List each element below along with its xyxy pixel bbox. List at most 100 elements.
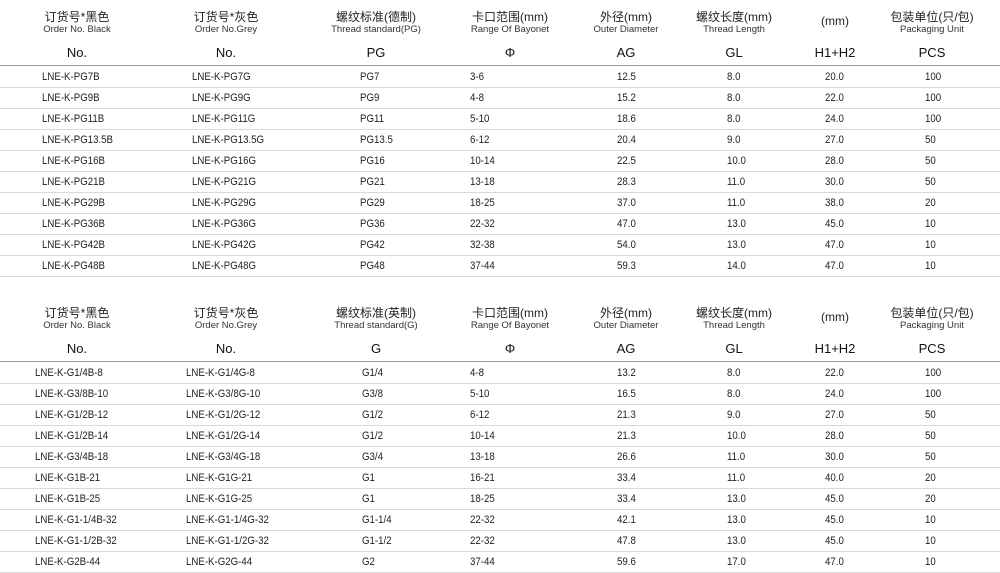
cell: LNE-K-G3/4B-18: [35, 451, 109, 463]
header-code: GL: [725, 45, 743, 60]
cell: PG16: [360, 155, 385, 167]
cell: 100: [925, 388, 942, 400]
header-code: No.: [66, 341, 88, 356]
header-zh: 螺纹长度(mm): [696, 306, 772, 320]
header-code: PCS: [918, 341, 946, 356]
cell: LNE-K-G1G-25: [186, 493, 253, 505]
cell: LNE-K-PG7B: [42, 71, 100, 83]
header-zh: 订货号*灰色: [193, 306, 259, 320]
cell: LNE-K-G1/2G-14: [186, 430, 261, 442]
cell: LNE-K-PG36G: [192, 218, 257, 230]
cell: 8.0: [727, 71, 741, 83]
cell: 37-44: [470, 260, 495, 272]
cell: 50: [925, 451, 936, 463]
header-en: Thread standard(PG): [331, 24, 421, 35]
cell: 27.0: [825, 409, 844, 421]
cell: 13.0: [727, 239, 746, 251]
header-zh: 螺纹长度(mm): [696, 10, 772, 24]
cell: 50: [925, 134, 936, 146]
cell: LNE-K-G2B-44: [35, 556, 101, 568]
cell: 10-14: [470, 430, 495, 442]
cell: LNE-K-PG42G: [192, 239, 257, 251]
cell: LNE-K-PG16B: [42, 155, 105, 167]
header-en: Range Of Bayonet: [470, 24, 550, 35]
cell: 38.0: [825, 197, 844, 209]
cell: 10.0: [727, 155, 746, 167]
cell: PG42: [360, 239, 385, 251]
cell: 22-32: [470, 535, 495, 547]
header-code: H1+H2: [814, 45, 856, 60]
header-en: Outer Diameter: [593, 24, 659, 35]
cell: 22.5: [617, 155, 636, 167]
row-divider: [0, 150, 1000, 151]
cell: 13-18: [470, 176, 495, 188]
cell: 10.0: [727, 430, 746, 442]
header-en: Order No.Grey: [194, 24, 258, 35]
cell: G1/4: [362, 367, 383, 379]
row-divider: [0, 383, 1000, 384]
cell: 59.3: [617, 260, 636, 272]
row-divider: [0, 404, 1000, 405]
cell: 27.0: [825, 134, 844, 146]
header-code: PCS: [918, 45, 946, 60]
header-code: No.: [215, 45, 237, 60]
cell: LNE-K-PG29B: [42, 197, 105, 209]
row-divider: [0, 192, 1000, 193]
header-code: H1+H2: [814, 341, 856, 356]
cell: LNE-K-G3/4G-18: [186, 451, 261, 463]
cell: 30.0: [825, 451, 844, 463]
row-divider: [0, 446, 1000, 447]
cell: 8.0: [727, 388, 741, 400]
cell: 47.8: [617, 535, 636, 547]
cell: 11.0: [727, 451, 746, 463]
header-code: AG: [616, 341, 636, 356]
cell: LNE-K-G2G-44: [186, 556, 253, 568]
cell: PG36: [360, 218, 385, 230]
cell: 12.5: [617, 71, 636, 83]
cell: 10: [925, 535, 936, 547]
cell: PG29: [360, 197, 385, 209]
cell: 13-18: [470, 451, 495, 463]
cell: 13.0: [727, 535, 746, 547]
cell: 47.0: [825, 239, 844, 251]
cell: 9.0: [727, 134, 741, 146]
cell: 15.2: [617, 92, 636, 104]
cell: G2: [362, 556, 375, 568]
cell: LNE-K-G3/8G-10: [186, 388, 261, 400]
header-code: No.: [215, 341, 237, 356]
cell: PG13.5: [360, 134, 393, 146]
cell: LNE-K-G1/4G-8: [186, 367, 255, 379]
header-zh: 订货号*黑色: [44, 306, 110, 320]
cell: 45.0: [825, 514, 844, 526]
header-en: Order No. Black: [43, 320, 111, 331]
cell: LNE-K-G1-1/2B-32: [35, 535, 117, 547]
cell: 10-14: [470, 155, 495, 167]
cell: LNE-K-G1B-21: [35, 472, 101, 484]
cell: 45.0: [825, 493, 844, 505]
cell: 50: [925, 155, 936, 167]
row-divider: [0, 213, 1000, 214]
cell: 47.0: [825, 556, 844, 568]
cell: LNE-K-PG29G: [192, 197, 257, 209]
cell: LNE-K-PG11G: [192, 113, 256, 125]
cell: 32-38: [470, 239, 495, 251]
cell: LNE-K-PG16G: [192, 155, 257, 167]
cell: 11.0: [727, 176, 746, 188]
cell: 8.0: [727, 367, 741, 379]
cell: PG21: [360, 176, 385, 188]
cell: LNE-K-PG48B: [42, 260, 105, 272]
cell: 30.0: [825, 176, 844, 188]
cell: LNE-K-G1-1/2G-32: [186, 535, 269, 547]
cell: 50: [925, 176, 936, 188]
cell: 5-10: [470, 388, 490, 400]
cell: 100: [925, 367, 942, 379]
cell: G1-1/4: [362, 514, 392, 526]
row-divider: [0, 87, 1000, 88]
row-divider: [0, 276, 1000, 277]
cell: PG11: [360, 113, 385, 125]
cell: 24.0: [825, 388, 844, 400]
cell: 21.3: [617, 409, 636, 421]
cell: PG48: [360, 260, 385, 272]
cell: 20: [925, 472, 936, 484]
cell: LNE-K-PG11B: [42, 113, 105, 125]
